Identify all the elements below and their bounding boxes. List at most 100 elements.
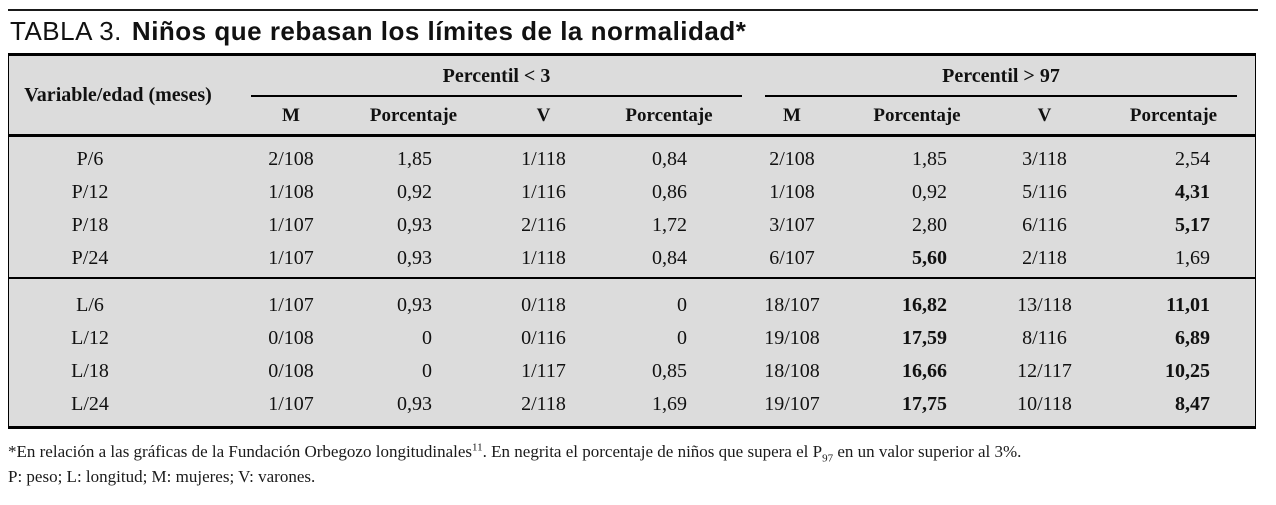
table-cell: 1/107: [268, 214, 314, 236]
table-cell: 0,92: [397, 181, 432, 203]
table-section-longitud: L/6 1/107 0,93 0/118 0 18/107 16,82 13/118 11,01…: [9, 279, 1255, 426]
percentile-subscript: 97: [822, 452, 834, 465]
table-cell: 1/107: [268, 294, 314, 316]
table-cell: 0,84: [652, 148, 687, 170]
table-cell: 0/108: [268, 327, 314, 349]
row-label: P/6: [76, 148, 104, 170]
row-label: P/18: [71, 214, 109, 236]
table-cell: 0,93: [397, 294, 432, 316]
table-title: TABLA 3. Niños que rebasan los límites de…: [10, 15, 1276, 47]
table-cell: 2/108: [268, 148, 314, 170]
table-row: P/6 2/108 1,85 1/118 0,84 2/108 1,85 3/118 2,54: [9, 143, 1255, 176]
table-cell: 5,17: [1175, 214, 1210, 236]
table-cell: 12/117: [1017, 360, 1072, 382]
table-cell: 1/107: [268, 247, 314, 269]
table-cell: 5/116: [1022, 181, 1067, 203]
table-cell: 3/118: [1022, 148, 1067, 170]
footnotes: *En relación a las gráficas de la Fundac…: [8, 439, 1276, 489]
data-table: Variable/edad (meses) Percentil < 3 Perc…: [8, 53, 1256, 429]
table-cell: 1,85: [397, 148, 432, 170]
table-cell: 1/108: [268, 181, 314, 203]
table-cell: 1/116: [521, 181, 566, 203]
row-label: L/24: [71, 393, 109, 415]
table-cell: 5,60: [912, 247, 947, 269]
table-cell: 2/116: [521, 214, 566, 236]
group-header-percentil-lt3: Percentil < 3: [251, 63, 742, 97]
table-cell: 1,69: [1175, 247, 1210, 269]
table-cell: 11,01: [1166, 294, 1210, 316]
row-label: P/24: [71, 247, 109, 269]
sub-header-porcentaje-m-gt97: Porcentaje: [873, 105, 961, 126]
table-cell: 0: [677, 327, 687, 349]
table-cell: 2,54: [1175, 148, 1210, 170]
table-cell: 13/118: [1017, 294, 1072, 316]
footnote-line-1: *En relación a las gráficas de la Fundac…: [8, 441, 1022, 465]
table-cell: 0/108: [268, 360, 314, 382]
sub-header-m-lt3: M: [282, 105, 300, 126]
table-cell: 10,25: [1165, 360, 1210, 382]
table-cell: 17,75: [902, 393, 947, 415]
table-cell: 3/107: [769, 214, 815, 236]
table-number-label: TABLA 3.: [10, 16, 122, 46]
table-cell: 0: [422, 360, 432, 382]
table-cell: 1,72: [652, 214, 687, 236]
sub-header-v-lt3: V: [536, 105, 551, 126]
table-row: L/12 0/108 0 0/116 0 19/108 17,59 8/116 6,89: [9, 322, 1255, 355]
sub-header-v-gt97: V: [1037, 105, 1052, 126]
table-title-text: Niños que rebasan los límites de la norm…: [131, 16, 747, 46]
table-header: Variable/edad (meses) Percentil < 3 Perc…: [9, 56, 1255, 137]
table-cell: 2/108: [769, 148, 815, 170]
table-cell: 0,85: [652, 360, 687, 382]
table-cell: 0,93: [397, 393, 432, 415]
row-label: L/6: [76, 294, 104, 316]
table-cell: 2,80: [912, 214, 947, 236]
table-body: P/6 2/108 1,85 1/118 0,84 2/108 1,85 3/118 2,54 P…: [9, 137, 1255, 426]
table-cell: 2/118: [1022, 247, 1067, 269]
sub-header-porcentaje-m-lt3: Porcentaje: [369, 105, 458, 126]
table-cell: 2/118: [521, 393, 566, 415]
table-cell: 1/117: [521, 360, 566, 382]
row-label: L/18: [71, 360, 109, 382]
table-cell: 0/118: [521, 294, 566, 316]
table-cell: 19/107: [764, 393, 820, 415]
table-row: P/24 1/107 0,93 1/118 0,84 6/107 5,60 2/118 1,69: [9, 242, 1255, 275]
table-row: P/12 1/108 0,92 1/116 0,86 1/108 0,92 5/116 4,31: [9, 176, 1255, 209]
sub-header-m-gt97: M: [783, 105, 801, 126]
table-cell: 0,93: [397, 247, 432, 269]
table-cell: 10/118: [1017, 393, 1072, 415]
top-rule: [8, 9, 1258, 11]
table-row: L/18 0/108 0 1/117 0,85 18/108 16,66 12/117 10,2…: [9, 355, 1255, 388]
table-cell: 0: [422, 327, 432, 349]
table-cell: 1,85: [912, 148, 947, 170]
table-cell: 0,92: [912, 181, 947, 203]
table-section-peso: P/6 2/108 1,85 1/118 0,84 2/108 1,85 3/118 2,54 P…: [9, 137, 1255, 279]
table-cell: 4,31: [1175, 181, 1210, 203]
table-cell: 6/116: [1022, 214, 1067, 236]
table-cell: 1/107: [268, 393, 314, 415]
table-row: P/18 1/107 0,93 2/116 1,72 3/107 2,80 6/116 5,17: [9, 209, 1255, 242]
table-cell: 0,93: [397, 214, 432, 236]
table-cell: 16,66: [902, 360, 947, 382]
table-cell: 1/108: [769, 181, 815, 203]
table-cell: 1/118: [521, 247, 566, 269]
table-row: L/6 1/107 0,93 0/118 0 18/107 16,82 13/118 11,01: [9, 289, 1255, 322]
sub-header-porcentaje-v-gt97: Porcentaje: [1129, 105, 1218, 126]
table-row: L/24 1/107 0,93 2/118 1,69 19/107 17,75 10/118 8…: [9, 388, 1255, 421]
table-cell: 0,86: [652, 181, 687, 203]
table-cell: 0,84: [652, 247, 687, 269]
table-cell: 0/116: [521, 327, 566, 349]
reference-superscript: 11: [472, 441, 483, 454]
table-cell: 1/118: [521, 148, 566, 170]
row-label: L/12: [71, 327, 109, 349]
table-cell: 8,47: [1175, 393, 1210, 415]
table-cell: 18/107: [764, 294, 820, 316]
table-cell: 18/108: [764, 360, 820, 382]
table-cell: 0: [677, 294, 687, 316]
table-cell: 6,89: [1175, 327, 1210, 349]
table-cell: 8/116: [1022, 327, 1067, 349]
table-cell: 6/107: [769, 247, 815, 269]
corner-header: Variable/edad (meses): [24, 83, 212, 106]
table-cell: 16,82: [902, 294, 947, 316]
table-cell: 1,69: [652, 393, 687, 415]
table-cell: 17,59: [902, 327, 947, 349]
